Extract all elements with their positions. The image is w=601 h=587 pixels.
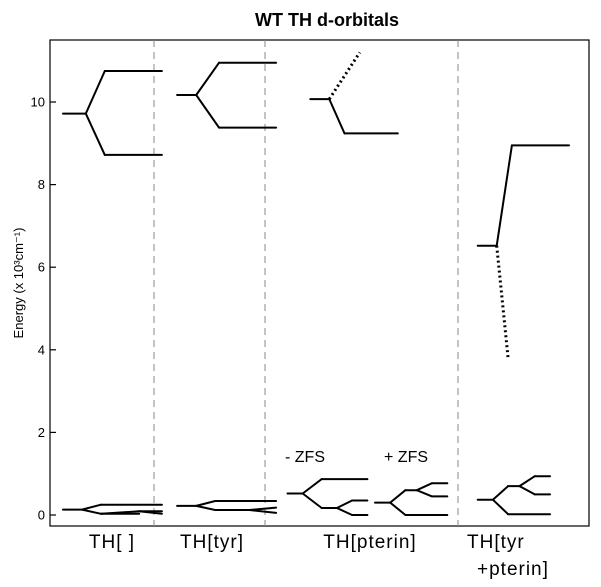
y-tick-label: 0 [38,508,45,523]
category-label-th-tyr-pterin-line2: +pterin] [477,559,549,580]
panel-separators [153,40,459,526]
energy-level-segment [84,70,106,115]
energy-level-segment [415,489,433,498]
y-axis-label: Energy (x 10³cm⁻¹) [11,228,26,339]
energy-level-segment [248,509,278,514]
energy-level-segment [491,485,510,501]
energy-level-segment [195,500,217,507]
energy-level-segment [495,144,513,247]
plot-frame [49,39,590,527]
y-tick-label: 8 [38,177,45,192]
energy-level-segment [138,510,163,515]
energy-level-segment [389,501,407,516]
energy-level-segment [335,507,354,516]
annotation-minus-zfs: - ZFS [285,449,325,466]
energy-level-dotted-segment [328,51,362,100]
y-tick-label: 4 [38,342,45,357]
annotation-plus-zfs: + ZFS [384,449,428,466]
energy-level-segment [491,498,510,516]
chart-title: WT TH d-orbitals [255,10,399,30]
y-tick-label: 6 [38,260,45,275]
energy-level-segment [328,98,346,135]
energy-level-segment [518,485,536,496]
energy-level-segment [335,499,354,509]
energy-level-segment [195,504,217,511]
energy-levels [62,51,570,516]
energy-level-segment [84,112,106,156]
category-label-th-pterin: TH[pterin] [323,532,416,553]
energy-level-segment [518,475,536,488]
energy-level-segment [301,492,323,509]
energy-level-segment [195,61,220,96]
energy-level-segment [415,482,433,492]
y-tick-label: 2 [38,425,45,440]
energy-level-segment [389,489,407,504]
energy-level-segment [301,478,323,495]
energy-level-segment [81,503,102,511]
category-label-th-empty: TH[ ] [89,532,135,553]
y-axis: 0 2 4 6 8 10 [31,95,56,523]
y-tick-label: 10 [31,95,45,110]
category-label-th-tyr: TH[tyr] [180,532,244,553]
energy-level-dotted-segment [495,245,510,359]
energy-level-segment [195,94,220,129]
category-label-th-tyr-pterin: TH[tyr [467,532,525,553]
energy-level-segment [81,508,102,515]
energy-level-segment [100,510,141,515]
